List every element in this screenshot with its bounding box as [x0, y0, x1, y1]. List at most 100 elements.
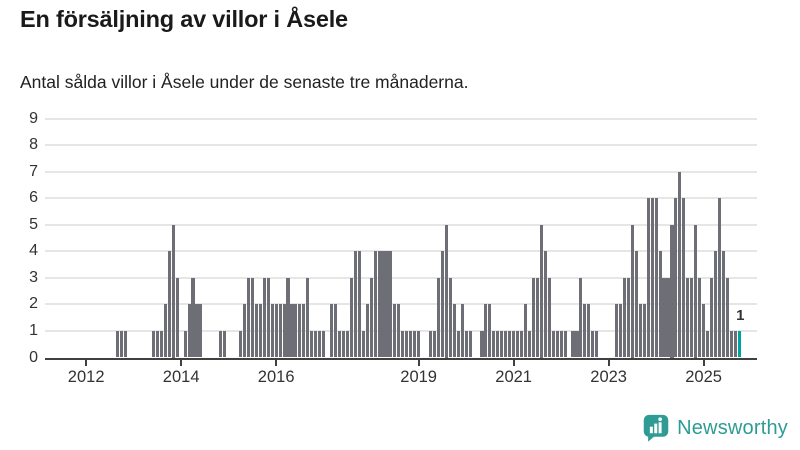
highlight-value-label: 1: [736, 306, 745, 324]
bar: [159, 330, 163, 358]
bar: [583, 304, 587, 358]
bar: [575, 330, 579, 358]
bar: [733, 330, 737, 358]
bar: [270, 304, 274, 358]
x-axis-tick: [180, 360, 183, 366]
y-axis-tick-label: 8: [29, 136, 38, 154]
newsworthy-speech-bubble-bar-chart-icon: [642, 414, 670, 442]
bar: [405, 330, 409, 358]
bar: [496, 330, 500, 358]
bar: [365, 304, 369, 358]
bar: [622, 277, 626, 358]
bar: [658, 251, 662, 358]
x-axis-tick-label: 2012: [67, 368, 105, 386]
bar: [512, 330, 516, 358]
bar: [238, 330, 243, 358]
bar: [729, 330, 733, 358]
bar: [337, 330, 342, 358]
bar: [468, 330, 472, 358]
bar: [448, 277, 452, 358]
x-axis-tick: [512, 360, 515, 366]
highlighted-bar: [737, 330, 741, 358]
bar: [353, 251, 357, 358]
bar: [547, 277, 551, 358]
bar: [614, 304, 619, 358]
bar: [725, 277, 729, 358]
bar: [508, 330, 512, 358]
bar: [709, 277, 714, 358]
bar: [349, 277, 353, 358]
bar: [488, 304, 492, 358]
x-axis-tick-label: 2023: [590, 368, 627, 386]
gridline: [45, 250, 757, 253]
bar: [666, 277, 670, 358]
bar: [682, 198, 686, 358]
bar: [219, 330, 223, 358]
bar: [551, 330, 555, 358]
bar: [373, 251, 377, 358]
bar: [523, 304, 528, 358]
bar: [393, 304, 397, 358]
bar: [706, 330, 710, 358]
bar: [555, 330, 559, 358]
bar: [124, 330, 128, 358]
bar: [120, 330, 124, 358]
bar: [591, 330, 595, 358]
bar: [444, 224, 448, 358]
bar: [341, 330, 345, 358]
bar: [397, 304, 401, 358]
bar: [638, 304, 642, 358]
bar: [428, 330, 433, 358]
bar: [626, 277, 630, 358]
bar: [516, 330, 520, 358]
bar: [642, 304, 646, 358]
bar: [634, 251, 638, 358]
bar: [223, 330, 227, 358]
bar: [535, 277, 539, 358]
bar: [195, 304, 199, 358]
x-axis-tick-label: 2016: [257, 368, 295, 386]
bar: [187, 304, 191, 358]
bar: [254, 304, 258, 358]
bar: [713, 251, 718, 358]
bar: [278, 304, 282, 358]
gridline: [45, 223, 757, 226]
bar: [385, 251, 389, 358]
bar: [587, 304, 591, 358]
bar: [183, 330, 187, 358]
y-axis-tick-label: 7: [29, 162, 38, 180]
x-axis-line: [45, 357, 757, 360]
bar: [721, 251, 725, 358]
bar: [571, 330, 575, 358]
bar: [527, 330, 531, 358]
bar: [618, 304, 623, 358]
bar: [286, 277, 290, 358]
bar: [199, 304, 203, 358]
bar: [310, 330, 314, 358]
bar: [274, 304, 278, 358]
bar: [175, 277, 179, 358]
bar: [646, 198, 650, 358]
bar: [242, 304, 247, 358]
bar: [500, 330, 504, 358]
x-axis-tick-label: 2021: [495, 368, 532, 386]
bar: [456, 330, 460, 358]
bar: [717, 198, 721, 358]
bar: [330, 304, 334, 358]
bar: [690, 277, 694, 358]
y-axis-tick-label: 3: [29, 268, 38, 286]
bar: [377, 251, 381, 358]
bar: [401, 330, 405, 358]
bar: [191, 277, 195, 358]
bar: [361, 330, 365, 358]
bar: [686, 277, 690, 358]
bar: [266, 277, 270, 358]
bar: [318, 330, 322, 358]
bar: [246, 277, 250, 358]
bar: [290, 304, 294, 358]
x-axis-tick-label: 2014: [162, 368, 200, 386]
bar: [417, 330, 421, 358]
bar: [357, 251, 361, 358]
y-axis-tick-label: 9: [29, 109, 38, 127]
bar: [543, 251, 547, 358]
